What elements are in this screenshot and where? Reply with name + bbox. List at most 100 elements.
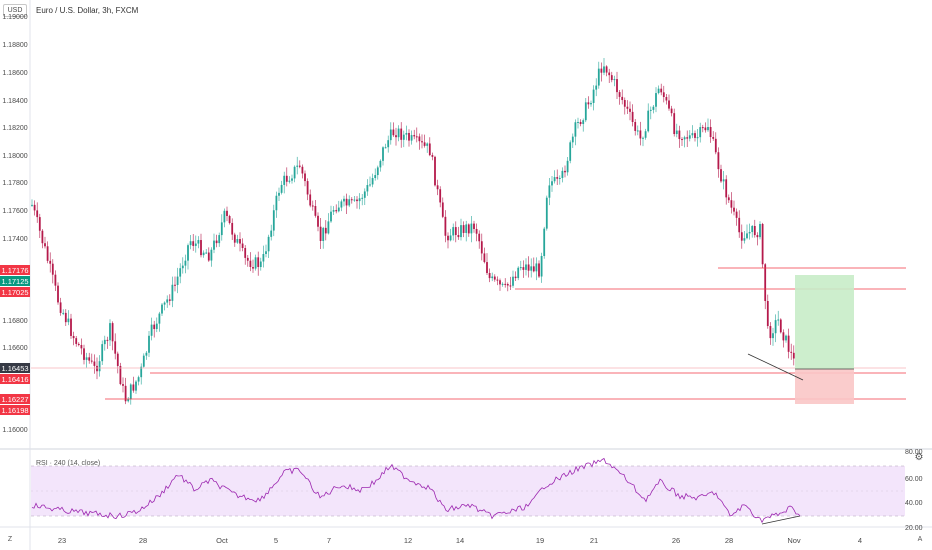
candle-body bbox=[764, 264, 767, 301]
candle-body bbox=[530, 266, 533, 271]
candle-body bbox=[158, 313, 161, 324]
price-label: 1.16198 bbox=[0, 405, 30, 415]
price-tick: 1.16000 bbox=[2, 427, 28, 434]
candle-body bbox=[402, 134, 405, 140]
currency-badge[interactable]: USD bbox=[3, 4, 27, 17]
candle-body bbox=[670, 108, 673, 114]
candle-body bbox=[298, 165, 301, 167]
candle-body bbox=[252, 267, 254, 269]
candle-body bbox=[465, 224, 468, 233]
candle-body bbox=[725, 179, 728, 198]
candle-body bbox=[220, 222, 223, 236]
z-button[interactable]: Z bbox=[7, 536, 13, 543]
candle-body bbox=[371, 178, 374, 185]
candle-body bbox=[280, 184, 283, 193]
candle-body bbox=[441, 202, 444, 217]
candle-body bbox=[38, 217, 41, 231]
candle-body bbox=[642, 137, 644, 139]
take-profit-zone[interactable] bbox=[795, 275, 854, 369]
candle-body bbox=[306, 181, 309, 195]
candle-body bbox=[423, 142, 426, 146]
candle-body bbox=[387, 140, 390, 148]
candle-body bbox=[717, 152, 720, 170]
candle-body bbox=[44, 243, 46, 247]
candle-body bbox=[688, 135, 691, 139]
candle-body bbox=[72, 335, 75, 339]
candle-body bbox=[210, 249, 213, 261]
candle-body bbox=[330, 211, 332, 222]
candle-body bbox=[782, 332, 785, 341]
candle-body bbox=[535, 263, 538, 272]
candle-body bbox=[111, 323, 114, 342]
candle-body bbox=[460, 225, 462, 238]
candle-body bbox=[743, 238, 746, 241]
candle-body bbox=[142, 355, 145, 367]
stop-loss-zone[interactable] bbox=[795, 369, 854, 404]
candle-body bbox=[262, 254, 265, 262]
candle-body bbox=[322, 227, 325, 241]
a-button[interactable]: A bbox=[917, 536, 923, 543]
gear-icon[interactable]: ⚙ bbox=[914, 452, 924, 463]
candle-body bbox=[135, 381, 137, 391]
candle-body bbox=[226, 210, 228, 217]
candle-body bbox=[436, 185, 439, 190]
candle-body bbox=[686, 137, 689, 139]
candle-body bbox=[483, 253, 486, 263]
rsi-tick: 40.00 bbox=[905, 500, 923, 507]
candle-body bbox=[447, 235, 449, 241]
candle-body bbox=[595, 85, 598, 90]
candle-body bbox=[382, 147, 384, 161]
price-tick: 1.18200 bbox=[2, 125, 28, 132]
candle-body bbox=[740, 232, 743, 241]
price-tick: 1.18600 bbox=[2, 70, 28, 77]
candle-body bbox=[769, 326, 772, 339]
candle-body bbox=[496, 279, 499, 281]
candle-body bbox=[582, 120, 585, 125]
candle-body bbox=[413, 135, 416, 137]
candle-body bbox=[395, 135, 397, 138]
candle-body bbox=[486, 262, 488, 274]
candle-body bbox=[434, 156, 436, 186]
price-trendline[interactable] bbox=[747, 353, 804, 381]
candle-body bbox=[665, 97, 668, 101]
candle-body bbox=[304, 173, 306, 182]
time-tick: 14 bbox=[455, 536, 465, 545]
candle-body bbox=[343, 198, 345, 202]
candle-body bbox=[756, 235, 759, 238]
candle-body bbox=[233, 234, 236, 243]
candle-body bbox=[153, 324, 156, 330]
candle-body bbox=[353, 199, 356, 201]
candle-body bbox=[759, 223, 761, 238]
candle-body bbox=[376, 167, 379, 176]
candle-body bbox=[356, 199, 358, 202]
candle-body bbox=[714, 138, 717, 153]
horizontal-levels[interactable] bbox=[31, 267, 906, 400]
candle-body bbox=[644, 131, 647, 138]
candle-body bbox=[223, 210, 226, 223]
candle-body bbox=[675, 130, 678, 135]
candle-body bbox=[657, 88, 660, 94]
candle-body bbox=[467, 224, 470, 234]
rsi-trendline[interactable] bbox=[761, 515, 801, 525]
candle-body bbox=[577, 121, 579, 123]
candle-body bbox=[296, 165, 299, 167]
candle-body bbox=[254, 257, 257, 269]
candle-body bbox=[532, 266, 535, 272]
candle-body bbox=[54, 274, 57, 286]
candle-body bbox=[626, 106, 629, 109]
candle-body bbox=[673, 113, 676, 135]
candle-body bbox=[579, 121, 582, 125]
candle-body bbox=[418, 136, 421, 142]
candle-body bbox=[288, 180, 291, 182]
candle-body bbox=[337, 207, 340, 212]
candle-body bbox=[163, 302, 166, 305]
candle-body bbox=[77, 343, 80, 346]
candle-body bbox=[408, 132, 410, 141]
candle-body bbox=[704, 127, 707, 131]
candle-body bbox=[488, 273, 491, 279]
candle-body bbox=[787, 335, 790, 352]
candle-body bbox=[545, 197, 548, 229]
candle-body bbox=[389, 129, 392, 141]
candle-body bbox=[556, 177, 559, 179]
